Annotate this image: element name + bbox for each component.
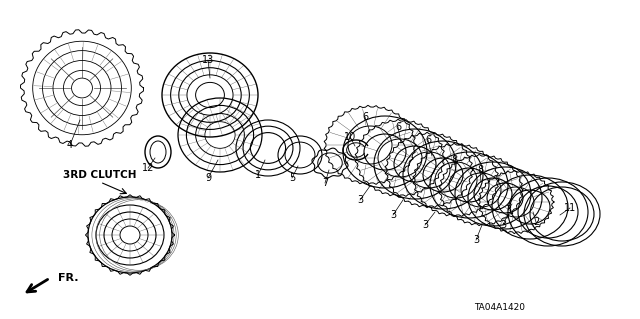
Text: 8: 8 [451, 155, 457, 165]
Text: 6: 6 [425, 135, 431, 145]
Text: 3: 3 [473, 235, 479, 245]
Text: 1: 1 [255, 170, 261, 180]
Text: 3: 3 [500, 220, 506, 230]
Text: 11: 11 [564, 203, 576, 213]
Text: 10: 10 [344, 132, 356, 142]
Text: 2: 2 [533, 217, 539, 227]
Text: 6: 6 [362, 112, 368, 122]
Text: 8: 8 [477, 165, 483, 175]
Text: 12: 12 [142, 163, 154, 173]
Text: TA04A1420: TA04A1420 [474, 303, 525, 313]
Text: 3: 3 [505, 205, 511, 215]
Text: 3: 3 [422, 220, 428, 230]
Text: 4: 4 [67, 140, 73, 150]
Text: 3RD CLUTCH: 3RD CLUTCH [63, 170, 137, 180]
Text: 9: 9 [205, 173, 211, 183]
Text: 7: 7 [322, 178, 328, 188]
Text: 6: 6 [395, 122, 401, 132]
Text: 5: 5 [289, 173, 295, 183]
Text: FR.: FR. [58, 273, 79, 283]
Text: 3: 3 [390, 210, 396, 220]
Text: 13: 13 [202, 55, 214, 65]
Text: 3: 3 [357, 195, 363, 205]
